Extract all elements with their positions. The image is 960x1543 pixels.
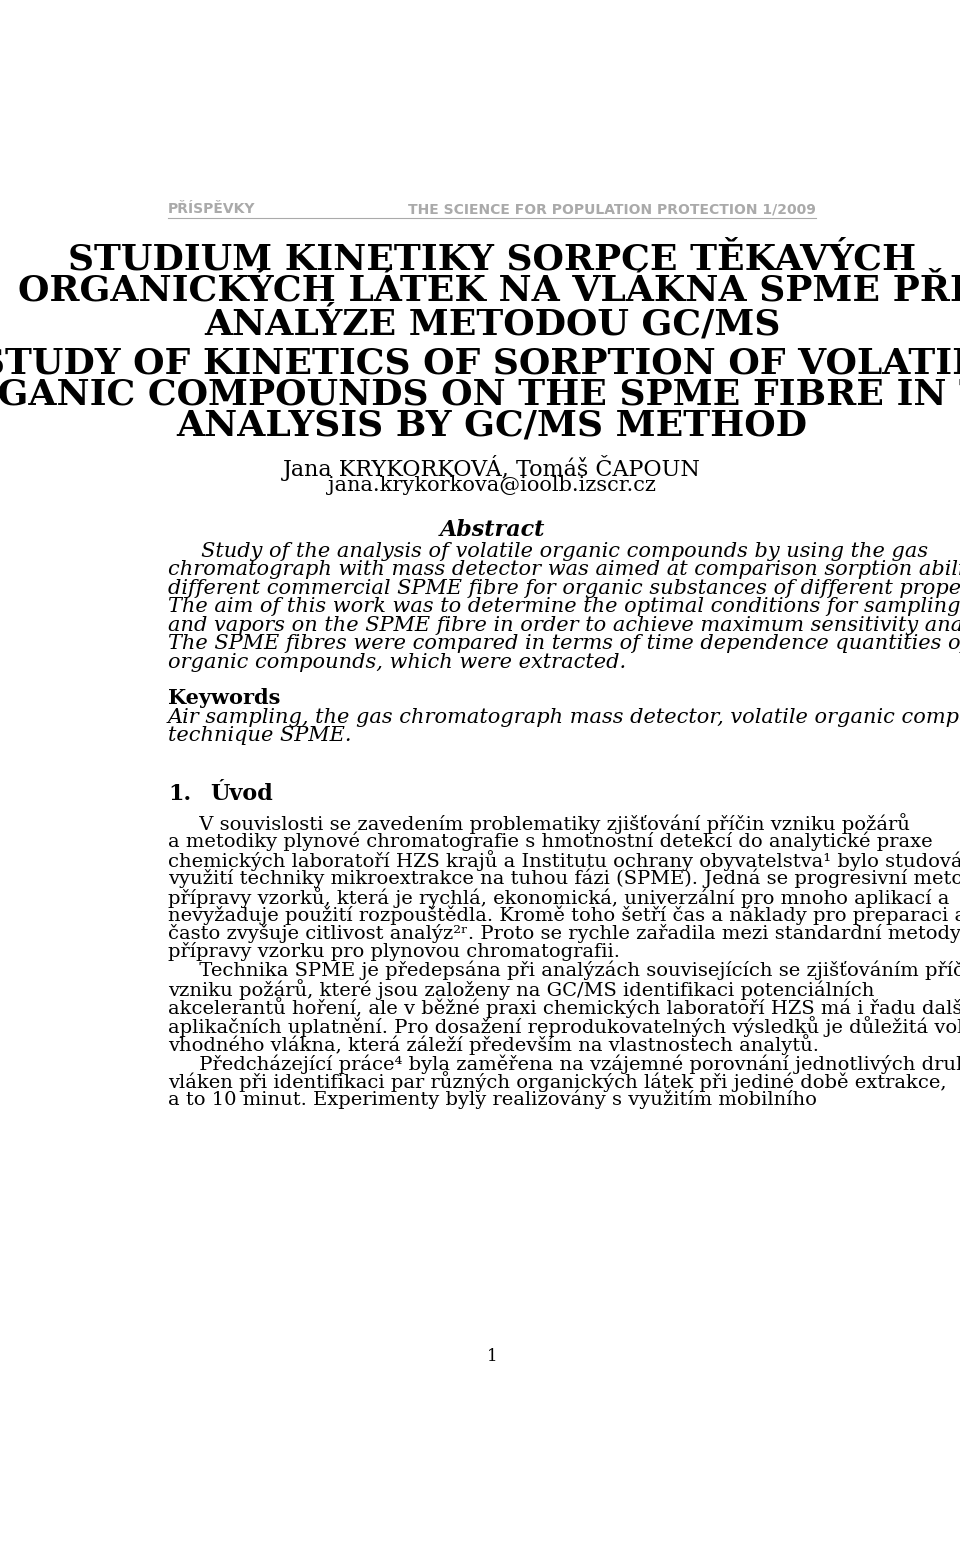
Text: nevyžaduje použití rozpouštědla. Kromě toho šetří čas a náklady pro preparaci a: nevyžaduje použití rozpouštědla. Kromě t… xyxy=(168,906,960,924)
Text: chemických laboratoří HZS krajů a Institutu ochrany obyvatelstva¹ bylo studováno: chemických laboratoří HZS krajů a Instit… xyxy=(168,850,960,870)
Text: aplikačních uplatnění. Pro dosažení reprodukovatelných výsledků je důležitá volb: aplikačních uplatnění. Pro dosažení repr… xyxy=(168,1015,960,1037)
Text: vláken při identifikaci par různých organických látek při jediné době extrakce,: vláken při identifikaci par různých orga… xyxy=(168,1071,947,1092)
Text: V souvislosti se zavedením problematiky zjišťování příčin vzniku požárů: V souvislosti se zavedením problematiky … xyxy=(168,813,910,833)
Text: akcelerantů hoření, ale v běžné praxi chemických laboratoří HZS má i řadu dalšíc: akcelerantů hoření, ale v běžné praxi ch… xyxy=(168,997,960,1018)
Text: Air sampling, the gas chromatograph mass detector, volatile organic compound,: Air sampling, the gas chromatograph mass… xyxy=(168,708,960,727)
Text: ANALYSIS BY GC/MS METHOD: ANALYSIS BY GC/MS METHOD xyxy=(177,409,807,443)
Text: 1.: 1. xyxy=(168,784,191,805)
Text: The SPME fibres were compared in terms of time dependence quantities of volatile: The SPME fibres were compared in terms o… xyxy=(168,634,960,653)
Text: ORGANICKÝCH LÁTEK NA VLÁKNA SPME PŘI: ORGANICKÝCH LÁTEK NA VLÁKNA SPME PŘI xyxy=(17,273,960,307)
Text: jana.krykorkova@ioolb.izscr.cz: jana.krykorkova@ioolb.izscr.cz xyxy=(328,477,656,495)
Text: Abstract: Abstract xyxy=(440,518,544,540)
Text: využití techniky mikroextrakce na tuhou fázi (SPME). Jedná se progresivní metodu: využití techniky mikroextrakce na tuhou … xyxy=(168,869,960,887)
Text: and vapors on the SPME fibre in order to achieve maximum sensitivity analysis.: and vapors on the SPME fibre in order to… xyxy=(168,616,960,634)
Text: Technika SPME je předepsána při analýzách souvisejících se zjišťováním příčin: Technika SPME je předepsána při analýzác… xyxy=(168,961,960,980)
Text: a to 10 minut. Experimenty byly realizovány s využitím mobilního: a to 10 minut. Experimenty byly realizov… xyxy=(168,1089,817,1109)
Text: často zvyšuje citlivost analýz²ʳ. Proto se rychle zařadila mezi standardní metod: často zvyšuje citlivost analýz²ʳ. Proto … xyxy=(168,924,960,943)
Text: a metodiky plynové chromatografie s hmotnostní detekcí do analytické praxe: a metodiky plynové chromatografie s hmot… xyxy=(168,832,933,850)
Text: Study of the analysis of volatile organic compounds by using the gas: Study of the analysis of volatile organi… xyxy=(168,542,928,560)
Text: Úvod: Úvod xyxy=(210,784,274,805)
Text: přípravy vzorků, která je rychlá, ekonomická, univerzální pro mnoho aplikací a: přípravy vzorků, která je rychlá, ekonom… xyxy=(168,887,949,907)
Text: chromatograph with mass detector was aimed at comparison sorption abilities of: chromatograph with mass detector was aim… xyxy=(168,560,960,579)
Text: technique SPME.: technique SPME. xyxy=(168,727,351,745)
Text: vzniku požárů, které jsou založeny na GC/MS identifikaci potenciálních: vzniku požárů, které jsou založeny na GC… xyxy=(168,978,875,1000)
Text: Jana KRYKORKOVÁ, Tomáš ČAPOUN: Jana KRYKORKOVÁ, Tomáš ČAPOUN xyxy=(283,455,701,481)
Text: vhodného vlákna, která záleží především na vlastnostech analytů.: vhodného vlákna, která záleží především … xyxy=(168,1034,819,1055)
Text: ORGANIC COMPOUNDS ON THE SPME FIBRE IN THE: ORGANIC COMPOUNDS ON THE SPME FIBRE IN T… xyxy=(0,378,960,412)
Text: STUDIUM KINETIKY SORPCE TĚKAVÝCH: STUDIUM KINETIKY SORPCE TĚKAVÝCH xyxy=(68,242,916,276)
Text: organic compounds, which were extracted.: organic compounds, which were extracted. xyxy=(168,653,626,671)
Text: STUDY OF KINETICS OF SORPTION OF VOLATILE: STUDY OF KINETICS OF SORPTION OF VOLATIL… xyxy=(0,347,960,381)
Text: Keywords: Keywords xyxy=(168,688,280,708)
Text: ANALÝZE METODOU GC/MS: ANALÝZE METODOU GC/MS xyxy=(204,304,780,341)
Text: THE SCIENCE FOR POPULATION PROTECTION 1/2009: THE SCIENCE FOR POPULATION PROTECTION 1/… xyxy=(408,202,816,216)
Text: The aim of this work was to determine the optimal conditions for sampling gases: The aim of this work was to determine th… xyxy=(168,597,960,616)
Text: different commercial SPME fibre for organic substances of different properties.: different commercial SPME fibre for orga… xyxy=(168,579,960,597)
Text: PŘÍSPĚVKY: PŘÍSPĚVKY xyxy=(168,202,255,216)
Text: přípravy vzorku pro plynovou chromatografii.: přípravy vzorku pro plynovou chromatogra… xyxy=(168,943,620,961)
Text: 1: 1 xyxy=(487,1349,497,1366)
Text: Předcházející práce⁴ byla zaměřena na vzájemné porovnání jednotlivých druhů: Předcházející práce⁴ byla zaměřena na vz… xyxy=(168,1052,960,1074)
